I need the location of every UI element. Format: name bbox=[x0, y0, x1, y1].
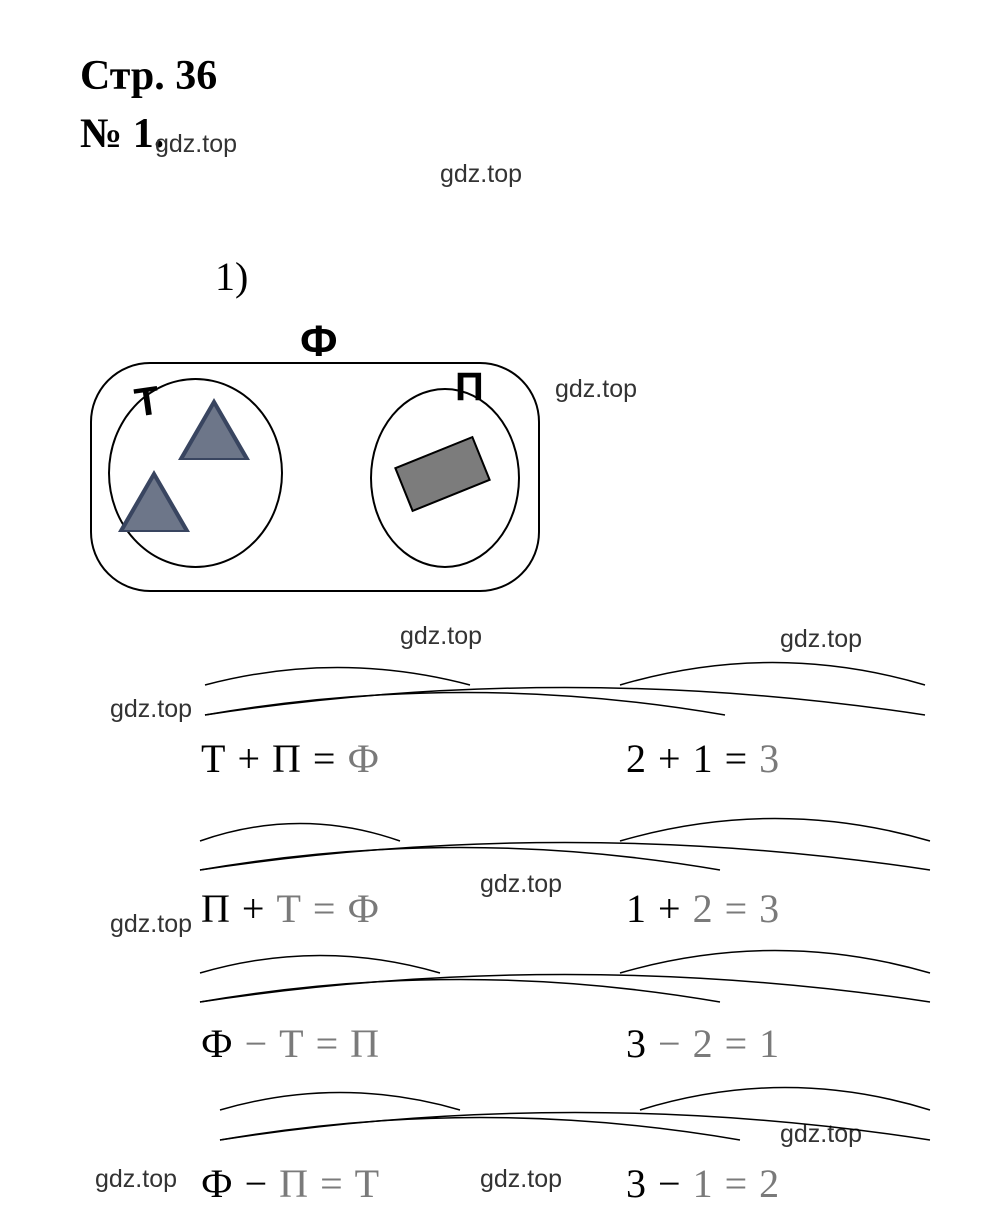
equation-token: Т bbox=[195, 736, 231, 781]
equation-token: 2 bbox=[687, 1021, 719, 1066]
watermark: gdz.top bbox=[95, 1165, 177, 1194]
watermark: gdz.top bbox=[480, 1165, 562, 1194]
watermark: gdz.top bbox=[400, 622, 482, 651]
equation-token: 2 bbox=[620, 736, 652, 781]
equation-token: П bbox=[195, 886, 236, 931]
equation-token: + bbox=[652, 736, 687, 781]
page-title: Стр. 36 bbox=[80, 52, 217, 100]
equation-token: 2 bbox=[687, 886, 719, 931]
equation-token: П bbox=[266, 736, 307, 781]
equation-rhs: 1+2=3 bbox=[620, 885, 785, 932]
watermark: gdz.top bbox=[780, 625, 862, 654]
watermark: gdz.top bbox=[440, 160, 522, 189]
diagram-label-p: П bbox=[455, 365, 484, 410]
equation-token: 1 bbox=[753, 1021, 785, 1066]
equation-token: = bbox=[719, 736, 754, 781]
equation-token: 3 bbox=[620, 1161, 652, 1206]
equation-token: = bbox=[314, 1161, 349, 1206]
equation-token: = bbox=[719, 886, 754, 931]
equation-lhs: Ф−Т=П bbox=[195, 1020, 385, 1067]
problem-number: № 1. bbox=[80, 110, 164, 158]
equation-token: + bbox=[652, 886, 687, 931]
watermark: gdz.top bbox=[110, 695, 192, 724]
equation-lhs: Ф−П=Т bbox=[195, 1160, 385, 1207]
equation-token: П bbox=[344, 1021, 385, 1066]
equation-token: Ф bbox=[195, 1161, 239, 1206]
equation-rhs: 3−1=2 bbox=[620, 1160, 785, 1207]
equation-lhs: Т+П=Ф bbox=[195, 735, 385, 782]
equation-token: − bbox=[652, 1021, 687, 1066]
equation-token: Т bbox=[273, 1021, 309, 1066]
equation-token: = bbox=[719, 1161, 754, 1206]
item-number: 1) bbox=[215, 253, 248, 300]
equation-token: Т bbox=[270, 886, 306, 931]
watermark: gdz.top bbox=[555, 375, 637, 404]
equation-token: Т bbox=[349, 1161, 385, 1206]
equation-token: + bbox=[231, 736, 266, 781]
equation-token: − bbox=[652, 1161, 687, 1206]
equation-token: Ф bbox=[341, 886, 385, 931]
equation-token: = bbox=[307, 736, 342, 781]
equation-token: 3 bbox=[753, 886, 785, 931]
equation-token: П bbox=[273, 1161, 314, 1206]
equation-token: = bbox=[719, 1021, 754, 1066]
equation-token: 3 bbox=[620, 1021, 652, 1066]
equation-token: = bbox=[307, 886, 342, 931]
equation-token: 3 bbox=[753, 736, 785, 781]
diagram-label-phi: Ф bbox=[300, 317, 338, 367]
equation-token: − bbox=[239, 1161, 274, 1206]
equation-token: 1 bbox=[620, 886, 652, 931]
watermark: gdz.top bbox=[110, 910, 192, 939]
equation-token: Ф bbox=[195, 1021, 239, 1066]
equation-token: 1 bbox=[687, 1161, 719, 1206]
equation-rhs: 3−2=1 bbox=[620, 1020, 785, 1067]
equation-token: − bbox=[239, 1021, 274, 1066]
equation-token: 1 bbox=[687, 736, 719, 781]
watermark: gdz.top bbox=[780, 1120, 862, 1149]
equation-token: + bbox=[236, 886, 271, 931]
equation-lhs: П+Т=Ф bbox=[195, 885, 385, 932]
watermark: gdz.top bbox=[480, 870, 562, 899]
equation-token: 2 bbox=[753, 1161, 785, 1206]
watermark: gdz.top bbox=[155, 130, 237, 159]
equation-rhs: 2+1=3 bbox=[620, 735, 785, 782]
equation-token: Ф bbox=[341, 736, 385, 781]
equation-token: = bbox=[310, 1021, 345, 1066]
